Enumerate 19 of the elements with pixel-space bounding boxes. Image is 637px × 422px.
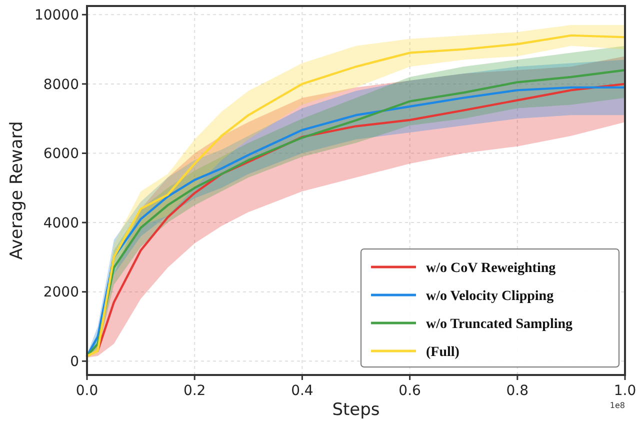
y-axis-title: Average Reward bbox=[7, 121, 27, 260]
y-tick-label: 6000 bbox=[43, 146, 79, 162]
x-tick-label: 1.0 bbox=[614, 383, 636, 399]
x-tick-label: 0.8 bbox=[506, 383, 529, 399]
legend-label: w/o Truncated Sampling bbox=[426, 316, 573, 332]
y-tick-label: 2000 bbox=[43, 284, 79, 301]
x-tick-label: 0.0 bbox=[76, 383, 98, 399]
text: 1e8 bbox=[610, 401, 625, 410]
legend-label: w/o CoV Reweighting bbox=[426, 260, 556, 276]
y-tick-label: 4000 bbox=[43, 215, 79, 232]
legend-label: w/o Velocity Clipping bbox=[426, 288, 554, 304]
y-tick-label: 8000 bbox=[43, 76, 79, 93]
x-tick-label: 0.4 bbox=[291, 383, 314, 399]
legend-label: (Full) bbox=[426, 344, 460, 360]
x-tick-label: 0.2 bbox=[183, 383, 206, 399]
x-tick-label: 0.6 bbox=[398, 383, 422, 399]
x-axis-title: Steps bbox=[332, 400, 380, 420]
y-tick-label: 10000 bbox=[34, 8, 79, 24]
y-tick-label: 0 bbox=[70, 354, 79, 370]
